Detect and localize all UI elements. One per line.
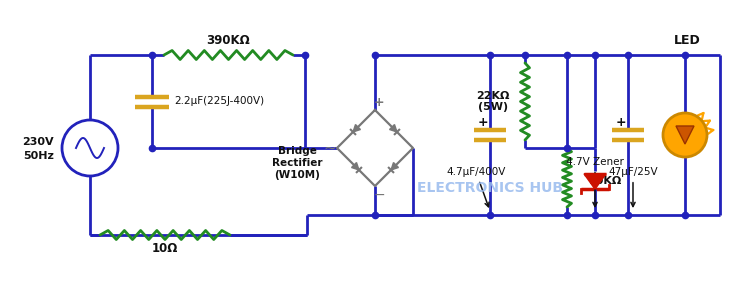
Text: +: + xyxy=(616,116,626,128)
Text: ELECTRONICS HUB: ELECTRONICS HUB xyxy=(417,181,563,195)
Polygon shape xyxy=(389,125,397,132)
Text: 10KΩ: 10KΩ xyxy=(589,176,622,186)
Polygon shape xyxy=(353,125,361,132)
Circle shape xyxy=(663,113,707,157)
Text: 4.7V Zener: 4.7V Zener xyxy=(566,157,624,206)
Text: 390KΩ: 390KΩ xyxy=(206,34,251,48)
Text: +: + xyxy=(374,96,384,109)
Text: +: + xyxy=(478,116,488,128)
Text: 50Hz: 50Hz xyxy=(23,151,54,161)
Text: 2.2μF(225J-400V): 2.2μF(225J-400V) xyxy=(174,96,264,106)
Polygon shape xyxy=(676,126,694,144)
Polygon shape xyxy=(391,163,398,170)
Polygon shape xyxy=(584,174,606,189)
Polygon shape xyxy=(352,163,359,170)
Text: 4.7μF/400V: 4.7μF/400V xyxy=(446,167,506,207)
Text: −: − xyxy=(374,188,385,202)
Text: 230V: 230V xyxy=(22,137,54,147)
Text: 10Ω: 10Ω xyxy=(152,243,178,255)
Text: ~: ~ xyxy=(324,141,336,156)
Text: 47μF/25V: 47μF/25V xyxy=(608,167,658,206)
Text: 22KΩ
(5W): 22KΩ (5W) xyxy=(476,91,510,112)
Text: LED: LED xyxy=(674,34,700,48)
Text: Bridge
Rectifier
(W10M): Bridge Rectifier (W10M) xyxy=(272,146,322,180)
